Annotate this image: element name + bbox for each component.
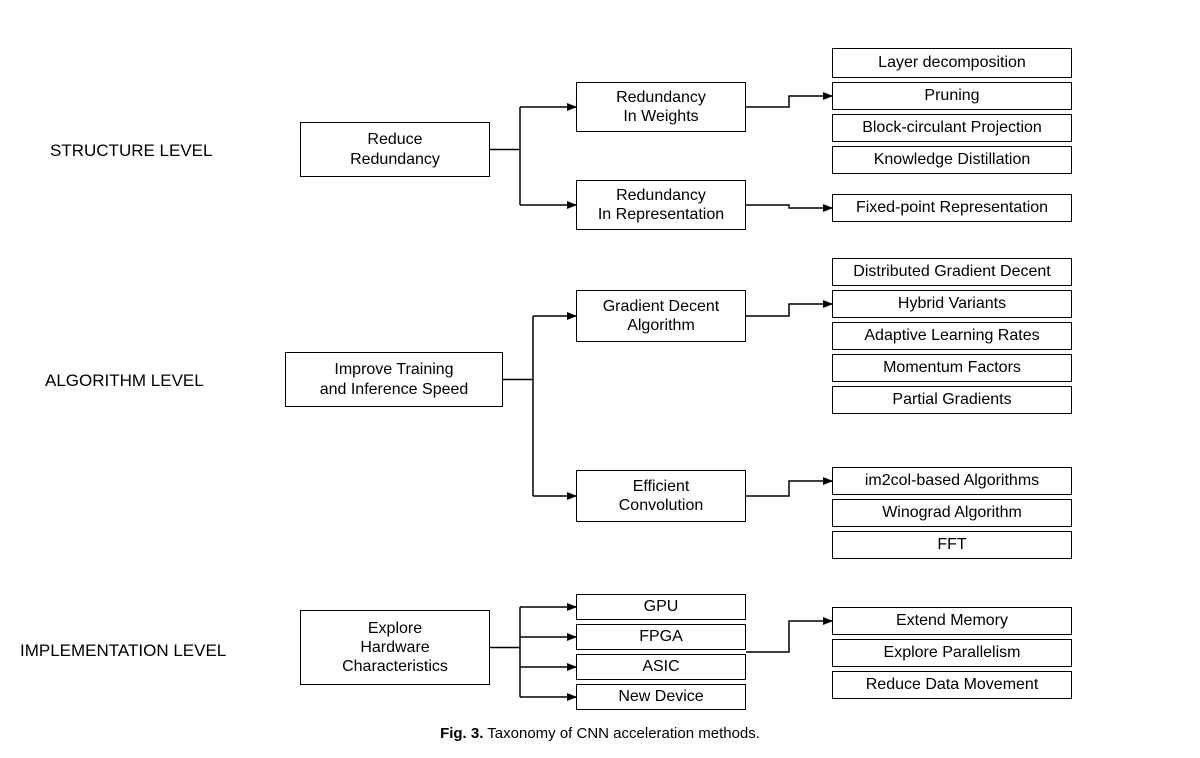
node-expl-par: Explore Parallelism: [832, 639, 1072, 667]
taxonomy-diagram: Fig. 3. Taxonomy of CNN acceleration met…: [0, 0, 1200, 758]
node-block-circ: Block-circulant Projection: [832, 114, 1072, 142]
node-hybrid: Hybrid Variants: [832, 290, 1072, 318]
node-grad-desc: Gradient DecentAlgorithm: [576, 290, 746, 342]
node-fft: FFT: [832, 531, 1072, 559]
node-momentum: Momentum Factors: [832, 354, 1072, 382]
node-eff-conv: EfficientConvolution: [576, 470, 746, 522]
node-ext-mem: Extend Memory: [832, 607, 1072, 635]
node-improve: Improve Trainingand Inference Speed: [285, 352, 503, 407]
node-newdev: New Device: [576, 684, 746, 710]
node-winograd: Winograd Algorithm: [832, 499, 1072, 527]
node-red-weights: RedundancyIn Weights: [576, 82, 746, 132]
node-dist-grad: Distributed Gradient Decent: [832, 258, 1072, 286]
node-explore: ExploreHardwareCharacteristics: [300, 610, 490, 685]
node-knowledge: Knowledge Distillation: [832, 146, 1072, 174]
node-im2col: im2col-based Algorithms: [832, 467, 1072, 495]
node-red-rep: RedundancyIn Representation: [576, 180, 746, 230]
node-adaptive: Adaptive Learning Rates: [832, 322, 1072, 350]
node-red-data: Reduce Data Movement: [832, 671, 1072, 699]
node-layer-decomp: Layer decomposition: [832, 48, 1072, 78]
node-fpga: FPGA: [576, 624, 746, 650]
level-label-lvl1: STRUCTURE LEVEL: [50, 141, 212, 161]
level-label-lvl3: IMPLEMENTATION LEVEL: [20, 641, 226, 661]
node-partial: Partial Gradients: [832, 386, 1072, 414]
node-reduce: ReduceRedundancy: [300, 122, 490, 177]
node-pruning: Pruning: [832, 82, 1072, 110]
figure-caption: Fig. 3. Taxonomy of CNN acceleration met…: [0, 725, 1200, 742]
node-asic: ASIC: [576, 654, 746, 680]
node-gpu: GPU: [576, 594, 746, 620]
level-label-lvl2: ALGORITHM LEVEL: [45, 371, 204, 391]
node-fixed-point: Fixed-point Representation: [832, 194, 1072, 222]
